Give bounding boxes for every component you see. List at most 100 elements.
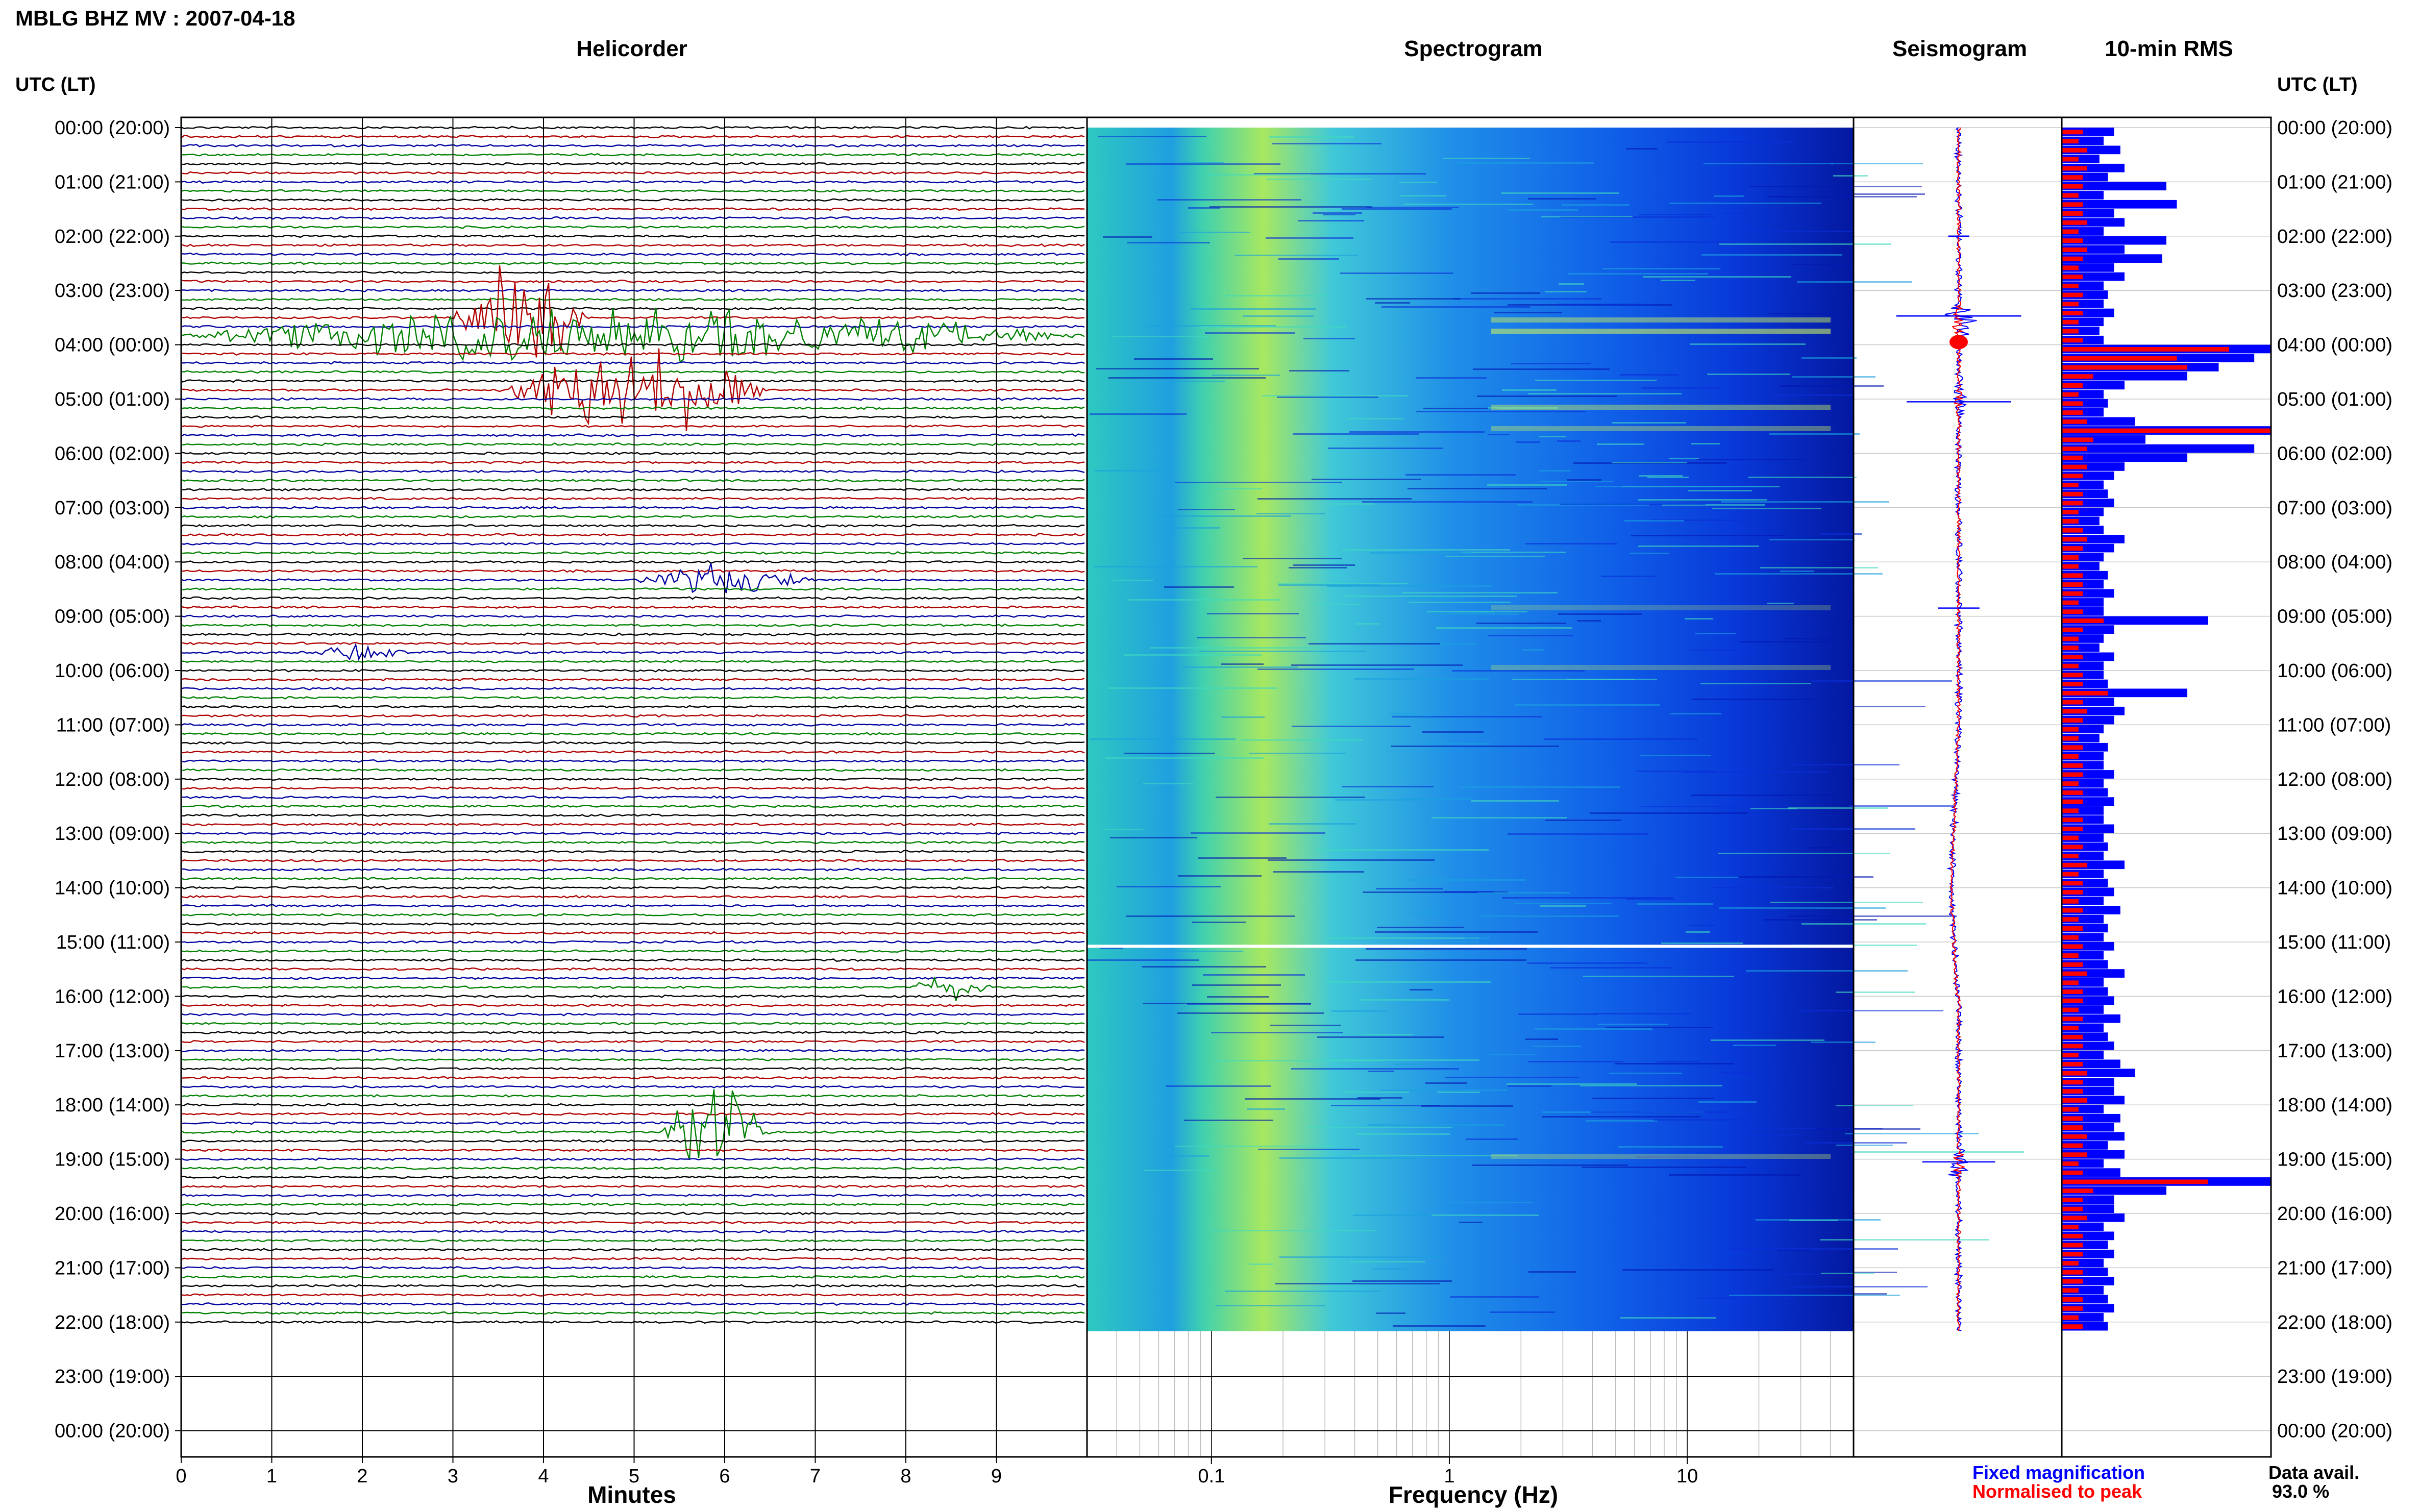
- helicorder-trace: [180, 850, 1085, 854]
- spectrogram-streak: [1098, 136, 1206, 137]
- spectrogram-streak: [1366, 948, 1527, 950]
- helicorder-trace: [180, 252, 1085, 257]
- spectrogram-streak: [1191, 832, 1325, 834]
- spectrogram-streak: [1544, 738, 1698, 740]
- time-label-left: 00:00 (20:00): [55, 1421, 170, 1442]
- spectrogram-streak: [1508, 1085, 1551, 1087]
- spectrogram-streak: [1450, 1296, 1539, 1298]
- spectrogram-streak: [1164, 586, 1234, 588]
- spectrogram-streak: [1349, 431, 1485, 433]
- spectrogram-streak: [1421, 643, 1476, 645]
- rms-bar-normalised: [2062, 1152, 2087, 1157]
- rms-bar-normalised: [2062, 989, 2083, 994]
- spectrogram-streak: [1366, 298, 1461, 300]
- time-label-right: 09:00 (05:00): [2277, 606, 2392, 628]
- spectrogram-streak: [1293, 564, 1355, 566]
- spectrogram-streak: [1662, 504, 1765, 506]
- spectrogram-streak: [1815, 1128, 1920, 1130]
- rms-bar-normalised: [2062, 175, 2083, 180]
- minute-tick-label: 7: [810, 1466, 821, 1487]
- rms-bar-normalised: [2062, 1080, 2083, 1085]
- spectrogram-streak: [1591, 1111, 1729, 1113]
- spectrogram-streak: [1478, 892, 1570, 894]
- spectrogram-streak: [1157, 199, 1301, 201]
- spectrogram-streak: [1216, 488, 1263, 489]
- rms-bar-normalised: [2062, 374, 2093, 379]
- rms-bar-normalised: [2062, 1243, 2083, 1248]
- spectrogram-streak: [1330, 1059, 1479, 1061]
- minute-tick-label: 8: [900, 1466, 911, 1487]
- helicorder-trace: [180, 234, 1085, 238]
- spectrogram-streak: [1148, 325, 1276, 327]
- rms-bar-normalised: [2062, 1225, 2079, 1230]
- time-label-right: 10:00 (06:00): [2277, 660, 2392, 682]
- time-label-left: 05:00 (01:00): [55, 389, 170, 410]
- spectrogram-streak: [1363, 891, 1508, 893]
- seismogram-fixed-trace: [1944, 127, 1977, 1331]
- spectrogram-streak: [1792, 264, 1848, 265]
- rms-bar-normalised: [2062, 1017, 2083, 1022]
- rms-bar-normalised: [2062, 673, 2083, 678]
- figure-title: MBLG BHZ MV : 2007-04-18: [15, 6, 295, 30]
- spectrogram-streak: [1377, 927, 1464, 928]
- helicorder-title: Helicorder: [576, 36, 687, 61]
- spectrogram-streak: [1541, 216, 1633, 217]
- spectrogram-streak: [1748, 231, 1852, 232]
- time-label-left: 10:00 (06:00): [55, 660, 170, 682]
- spectrogram-streak: [1308, 1127, 1452, 1128]
- rms-bar-normalised: [2062, 265, 2079, 270]
- spectrogram-streak: [1354, 678, 1489, 680]
- helicorder-trace: [180, 596, 1085, 600]
- spectrogram-streak: [1127, 242, 1210, 243]
- rms-bar-normalised: [2062, 1216, 2087, 1221]
- helicorder-trace: [181, 153, 1085, 157]
- rms-bar-normalised: [2062, 347, 2229, 352]
- panel-frame: [2061, 116, 2272, 1458]
- rms-bar-normalised: [2062, 419, 2087, 424]
- spectrogram-streak: [1630, 553, 1669, 554]
- spectrogram-streak: [1144, 1170, 1217, 1171]
- spectrogram-streak: [1127, 599, 1280, 601]
- helicorder-trace: [180, 370, 1084, 374]
- helicorder-trace: [180, 497, 1085, 501]
- spectrogram-streak: [1518, 1013, 1597, 1015]
- helicorder-trace: [180, 678, 1085, 682]
- spectrogram-streak: [1760, 567, 1878, 568]
- spectrogram-panel: [1087, 128, 2024, 1457]
- spectrogram-streak: [1719, 243, 1891, 245]
- spectrogram-streak: [1166, 1085, 1271, 1087]
- helicorder-trace: [180, 895, 1085, 899]
- spectrogram-streak: [1583, 976, 1734, 977]
- spectrogram-streak: [1661, 280, 1695, 281]
- time-label-right: 11:00 (07:00): [2277, 714, 2391, 736]
- minute-tick-label: 5: [629, 1466, 639, 1487]
- spectrogram-streak: [1657, 1061, 1699, 1062]
- spectrogram-streak: [1269, 823, 1356, 825]
- spectrogram-streak: [1108, 377, 1266, 379]
- data-availability-label: Data avail.: [2268, 1462, 2359, 1483]
- helicorder-trace: [180, 207, 1084, 211]
- helicorder-trace: [180, 750, 1085, 754]
- time-label-right: 22:00 (18:00): [2277, 1312, 2392, 1333]
- time-label-left: 13:00 (09:00): [55, 823, 170, 845]
- spectrogram-streak: [1533, 1046, 1581, 1047]
- spectrogram-streak: [1731, 1248, 1898, 1250]
- spectrogram-streak: [1595, 1013, 1691, 1014]
- helicorder-trace: [180, 180, 1085, 184]
- rms-bar-normalised: [2062, 428, 2271, 433]
- spectrogram-streak: [1528, 1271, 1576, 1273]
- rms-bar-normalised: [2062, 1071, 2087, 1076]
- spectrogram-streak: [1355, 1133, 1450, 1135]
- spectrogram-streak: [1586, 1120, 1658, 1122]
- spectrogram-streak: [1626, 148, 1658, 150]
- rms-bar-normalised: [2062, 1188, 2093, 1194]
- spectrogram-streak: [1704, 163, 1833, 164]
- time-label-right: 00:00 (20:00): [2277, 1421, 2392, 1442]
- spectrogram-streak: [1104, 829, 1143, 830]
- spectrogram-streak: [1745, 1128, 1883, 1129]
- rms-bar-normalised: [2062, 238, 2083, 243]
- spectrogram-streak: [1393, 1325, 1486, 1327]
- spectrogram-streak: [1480, 915, 1619, 917]
- spectrogram-streak: [1126, 915, 1295, 917]
- spectrogram-streak: [1612, 462, 1687, 463]
